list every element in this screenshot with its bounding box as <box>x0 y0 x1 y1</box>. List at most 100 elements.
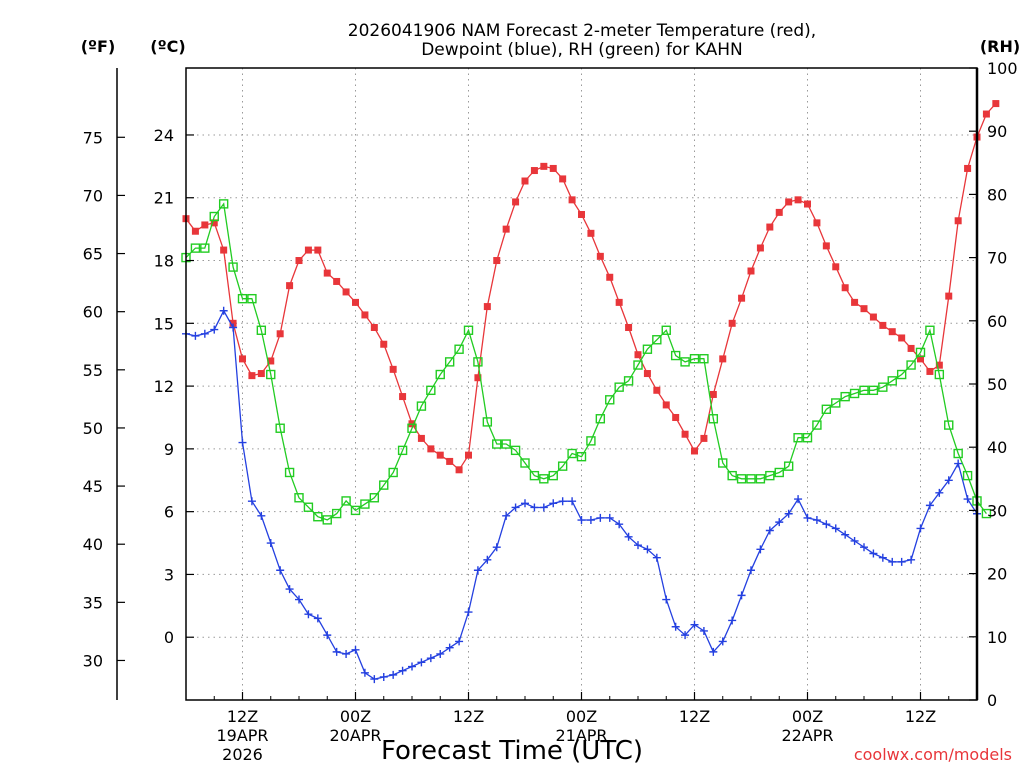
rh-point <box>642 344 653 354</box>
rh-point <box>284 467 295 478</box>
temperature-point <box>493 257 501 265</box>
rh-point <box>802 433 813 443</box>
dewpoint-point <box>586 516 595 525</box>
series-layer <box>181 100 1000 684</box>
temperature-point <box>446 457 454 465</box>
temperature-point <box>568 196 576 204</box>
temperature-point <box>804 200 811 208</box>
dewpoint-point <box>558 497 567 506</box>
rh-tick-label: 100 <box>987 59 1018 78</box>
fahrenheit-tick-label: 40 <box>83 535 103 554</box>
dewpoint-point <box>925 501 934 510</box>
rh-point <box>444 357 455 367</box>
celsius-tick-label: 0 <box>164 628 174 647</box>
temperature-point <box>954 217 962 225</box>
axes: 30 35 40 45 50 55 60 65 70 75 0 3 6 9 12 15 18 21 24 0 10 20 3… <box>83 59 1018 764</box>
temperature-point <box>455 466 463 474</box>
rh-point <box>925 325 935 335</box>
rh-point <box>962 470 973 481</box>
rh-point <box>350 505 361 516</box>
rh-point <box>209 211 219 222</box>
dewpoint-point <box>285 585 294 594</box>
temperature-point <box>719 355 727 363</box>
rh-point <box>388 467 398 478</box>
x-tick-label: 12Z <box>453 707 484 726</box>
temperature-point <box>832 263 840 271</box>
rh-point <box>360 499 370 509</box>
dewpoint-point <box>605 513 614 522</box>
rh-point <box>812 420 822 430</box>
temperature-point <box>380 340 388 348</box>
dewpoint-point <box>756 545 765 554</box>
rh-point <box>633 360 643 370</box>
temperature-point <box>483 303 491 311</box>
celsius-tick-label: 6 <box>164 503 174 522</box>
rh-tick-label: 30 <box>987 501 1007 520</box>
dewpoint-point <box>473 566 482 575</box>
temperature-point <box>540 162 548 170</box>
dewpoint-point <box>521 499 529 508</box>
dewpoint-point <box>662 595 671 604</box>
rh-point <box>294 493 304 503</box>
x-axis-label: Forecast Time (UTC) <box>381 736 643 766</box>
rh-point <box>416 401 427 411</box>
dewpoint-point <box>266 539 275 548</box>
dewpoint-point <box>860 543 868 552</box>
temperature-point <box>653 386 661 394</box>
temperature-point <box>728 319 736 327</box>
temperature-point <box>276 330 284 338</box>
rh-point <box>369 493 380 503</box>
temperature-point <box>851 298 859 306</box>
fahrenheit-tick-label: 50 <box>83 419 103 438</box>
fahrenheit-tick-label: 60 <box>83 303 103 322</box>
temperature-point <box>417 434 425 442</box>
dewpoint-point <box>257 511 266 520</box>
dewpoint-point <box>342 649 351 658</box>
dewpoint-point <box>944 476 953 485</box>
rh-point <box>595 414 606 424</box>
temperature-point <box>474 374 482 382</box>
temperature-point <box>333 277 341 285</box>
rh-point <box>586 436 596 446</box>
dewpoint-point <box>389 670 398 679</box>
temperature-point <box>841 284 849 292</box>
temperature-point <box>587 229 595 237</box>
x-tick-label: 00Z <box>340 707 371 726</box>
rh-tick-label: 80 <box>987 185 1007 204</box>
temperature-point <box>691 447 698 455</box>
temperature-point <box>248 372 256 380</box>
rh-point <box>906 360 916 370</box>
rh-point <box>915 347 926 358</box>
rh-point <box>228 262 238 272</box>
x-tick-date: 21APR <box>555 726 607 745</box>
temperature-point <box>945 292 953 300</box>
fahrenheit-tick-label: 30 <box>83 651 103 670</box>
dewpoint-point <box>210 325 219 334</box>
rh-point <box>256 325 267 335</box>
dewpoint-point <box>511 503 520 512</box>
temperature-point <box>766 223 774 231</box>
rh-point <box>247 293 257 304</box>
dewpoint-point <box>445 643 454 652</box>
dewpoint-point <box>615 520 624 529</box>
rh-line <box>185 202 987 521</box>
rh-point <box>859 385 869 396</box>
dewpoint-point <box>652 553 661 562</box>
x-tick-year: 2026 <box>222 745 263 764</box>
fahrenheit-tick-label: 70 <box>83 186 103 205</box>
rh-point <box>576 451 587 462</box>
rh-point <box>953 448 963 459</box>
rh-point <box>557 461 568 471</box>
dewpoint-point <box>568 497 577 506</box>
rh-point <box>765 470 775 481</box>
temperature-point <box>361 311 369 319</box>
rh-point <box>426 385 436 396</box>
dewpoint-point <box>775 518 784 527</box>
rh-tick-label: 10 <box>987 628 1007 647</box>
dewpoint-point <box>681 631 690 640</box>
rh-point <box>529 470 540 481</box>
temperature-point <box>935 361 943 369</box>
temperature-point <box>267 357 275 365</box>
dewpoint-point <box>455 637 464 646</box>
